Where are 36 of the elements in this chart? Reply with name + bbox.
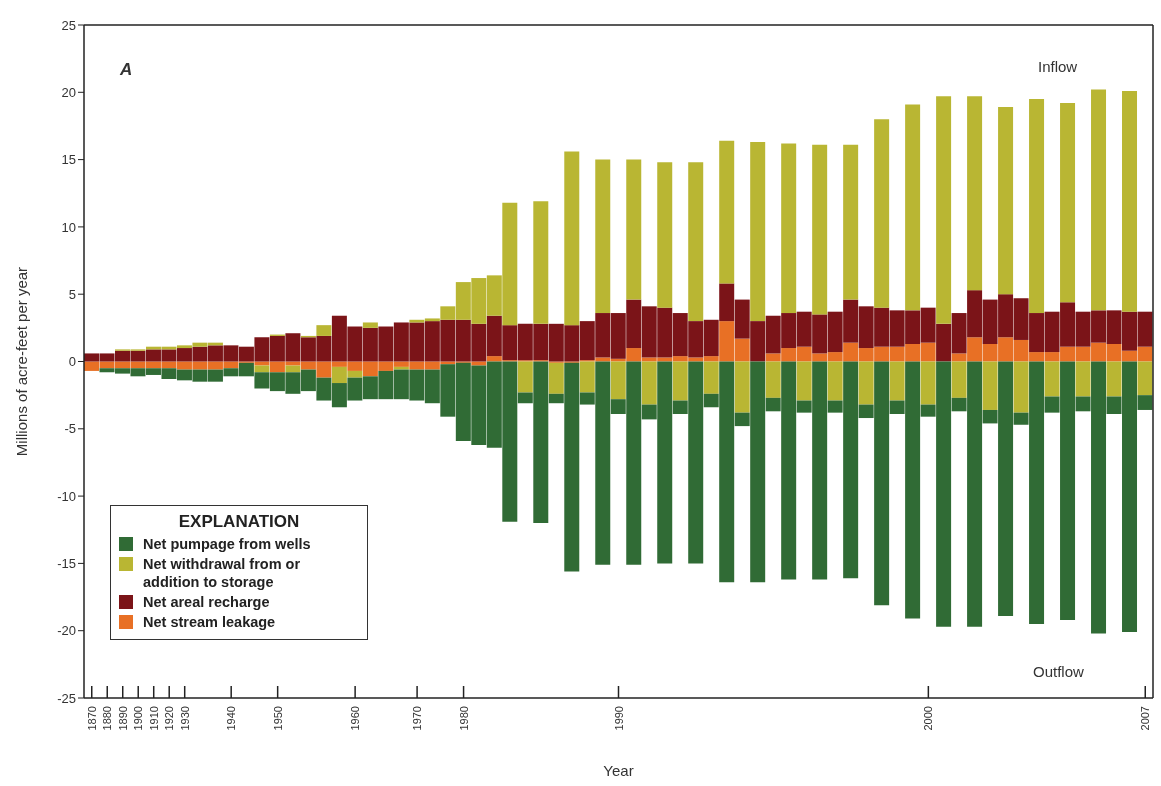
y-axis-title: Millions of acre-feet per year	[13, 266, 31, 457]
x-tick-label: 1960	[349, 706, 362, 731]
x-tick-label: 1910	[147, 706, 160, 731]
x-tick-label: 1920	[163, 706, 176, 731]
annotation: Outflow	[1033, 663, 1084, 680]
annotation: A	[120, 60, 133, 80]
x-tick-label: 1990	[612, 706, 625, 731]
x-tick-label: 1970	[411, 706, 424, 731]
y-tick-label: 0	[68, 354, 76, 370]
y-tick-label: 20	[61, 84, 76, 100]
x-tick-label: 1900	[132, 706, 145, 731]
y-tick-label: 10	[61, 219, 76, 235]
legend-label: Net stream leakage	[143, 613, 276, 631]
y-tick-label: -15	[57, 556, 76, 572]
x-tick-label: 1980	[457, 706, 470, 731]
y-tick-label: -10	[57, 488, 76, 504]
x-tick-label: 1870	[85, 706, 98, 731]
legend-title: EXPLANATION	[177, 512, 301, 532]
x-tick-label: 2007	[1139, 706, 1152, 731]
legend-label: Net areal recharge	[143, 593, 270, 611]
x-tick-label: 2000	[922, 706, 935, 731]
x-tick-label: 1930	[178, 706, 191, 731]
y-tick-label: -25	[57, 690, 76, 706]
legend-label: Net pumpage from wells	[143, 535, 311, 553]
annotation: Inflow	[1038, 58, 1078, 75]
legend-label: Net withdrawal from or addition to storage	[143, 555, 302, 591]
y-tick-label: 5	[68, 286, 76, 302]
y-tick-label: -5	[64, 421, 76, 437]
y-tick-label: 15	[61, 152, 76, 168]
x-axis-title: Year	[603, 762, 634, 779]
y-tick-label: 25	[61, 17, 76, 33]
x-tick-label: 1940	[225, 706, 238, 731]
x-tick-label: 1890	[116, 706, 129, 731]
x-tick-label: 1950	[271, 706, 284, 731]
y-tick-label: -20	[57, 623, 76, 639]
x-tick-label: 1880	[101, 706, 114, 731]
